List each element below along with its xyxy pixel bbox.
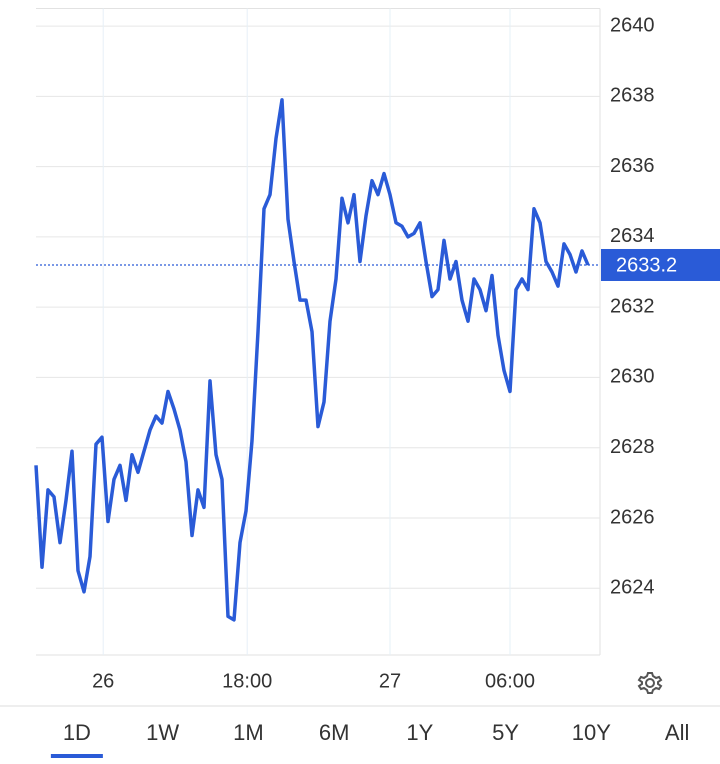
range-tab[interactable]: 6M bbox=[319, 720, 350, 745]
active-tab-underline bbox=[50, 754, 103, 758]
x-tick-label: 18:00 bbox=[222, 670, 272, 692]
settings-icon[interactable] bbox=[637, 672, 663, 694]
range-tab[interactable]: 1D bbox=[63, 720, 91, 745]
y-tick-label: 2630 bbox=[610, 366, 655, 388]
range-tab[interactable]: All bbox=[665, 720, 689, 745]
y-tick-label: 2628 bbox=[610, 436, 655, 458]
range-tab[interactable]: 5Y bbox=[492, 720, 519, 745]
plot: 2633.2 bbox=[34, 98, 720, 622]
range-tab[interactable]: 1Y bbox=[406, 720, 433, 745]
x-tick-label: 26 bbox=[92, 670, 114, 692]
price-line bbox=[34, 98, 590, 622]
y-tick-label: 2634 bbox=[610, 225, 655, 247]
y-tick-label: 2636 bbox=[610, 155, 655, 177]
y-tick-label: 2638 bbox=[610, 85, 655, 107]
range-tab[interactable]: 1W bbox=[146, 720, 179, 745]
y-tick-label: 2626 bbox=[610, 506, 655, 528]
y-tick-label: 2624 bbox=[610, 577, 655, 599]
y-tick-label: 2640 bbox=[610, 14, 655, 36]
grid: 2624 2626 2628 2630 2632 2634 2636 2638 2640 26 18… bbox=[36, 8, 655, 692]
y-tick-label: 2632 bbox=[610, 295, 655, 317]
range-tab[interactable]: 10Y bbox=[572, 720, 611, 745]
last-price-box bbox=[601, 248, 720, 281]
tab-bar: 1D 1W 1M 6M 1Y 5Y 10Y All bbox=[50, 720, 689, 758]
last-price-label: 2633.2 bbox=[616, 254, 677, 276]
x-tick-label: 06:00 bbox=[485, 670, 535, 692]
x-tick-label: 27 bbox=[379, 670, 401, 692]
range-tab[interactable]: 1M bbox=[233, 720, 264, 745]
